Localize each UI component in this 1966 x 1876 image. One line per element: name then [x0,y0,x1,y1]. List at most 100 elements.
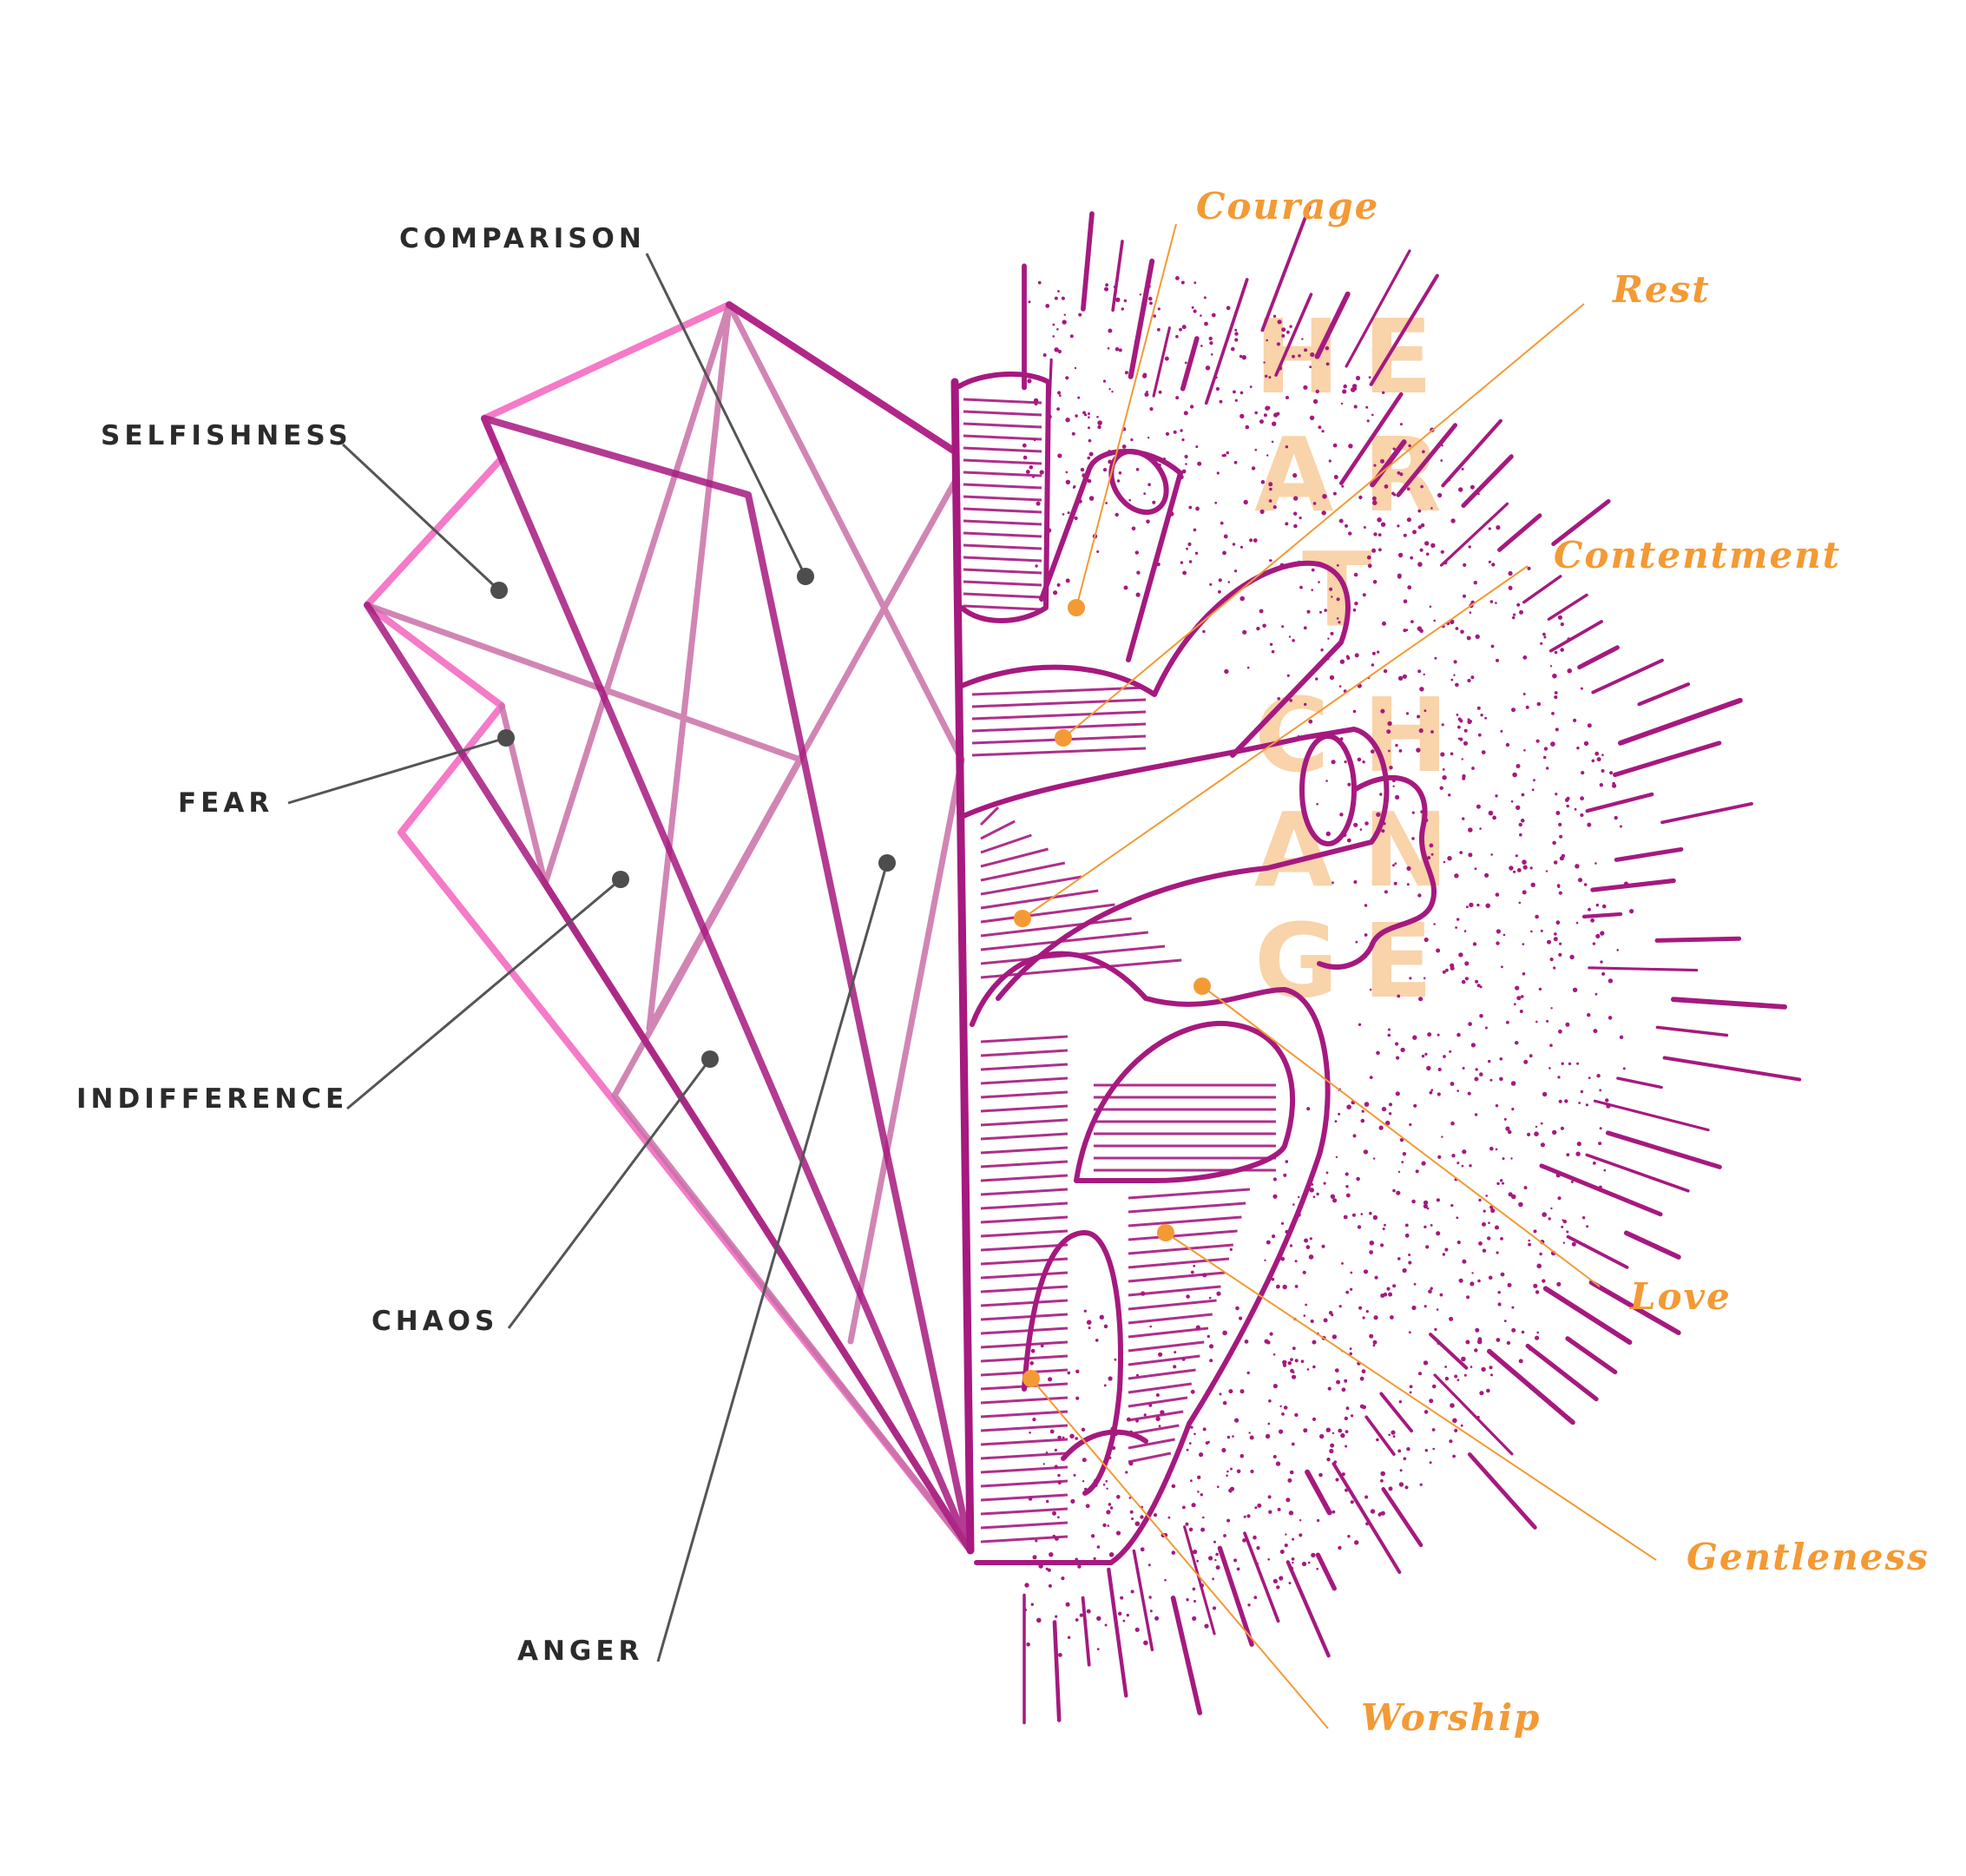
stipple-dot [1550,1007,1553,1010]
stipple-dot [1294,1285,1299,1288]
stipple-dot [1518,1359,1523,1364]
hatch-line [980,1257,1068,1266]
stipple-dot [1190,1389,1195,1394]
stipple-dot [1036,501,1041,506]
stipple-dot [1558,822,1562,827]
stipple-dot [1566,1153,1570,1157]
stipple-dot [1343,384,1347,389]
stipple-dot [1535,1335,1540,1340]
stipple-dot [1331,1510,1336,1514]
stipple-dot [1343,1214,1348,1220]
stipple-dot [1312,1417,1317,1421]
stipple-dot [1366,419,1370,423]
hatch-line [1128,1271,1226,1283]
stipple-dot [1447,477,1451,482]
stipple-dot [1285,522,1289,526]
stipple-dot [1289,699,1292,702]
geometric-facets [364,301,975,1555]
stipple-dot [1291,1557,1295,1561]
stipple-dot [1330,631,1334,635]
stipple-dot [1352,608,1357,612]
stipple-dot [1470,1366,1473,1368]
stipple-dot [1462,776,1466,780]
stipple-dot [1073,1473,1076,1477]
stipple-dot [1571,1241,1576,1247]
ray-line [1441,418,1502,488]
stipple-dot [1536,1331,1539,1334]
stipple-dot [1226,1470,1229,1473]
stipple-dot [1359,828,1363,831]
stipple-dot [1088,451,1094,457]
heart-lower-vessel [1022,1230,1123,1496]
hatch-line [963,531,1042,538]
stipple-dot [1331,881,1334,885]
stipple-dot [1065,1602,1070,1607]
stipple-dot [1450,965,1455,971]
stipple-dot [1281,327,1286,332]
stipple-dot [1419,629,1424,634]
stipple-dot [1530,930,1533,933]
ray-line [1052,1620,1062,1722]
stipple-dot [1568,1062,1572,1066]
stipple-dot [1513,613,1516,616]
stipple-dot [1193,281,1197,285]
stipple-dot [1389,766,1393,770]
stipple-dot [1462,1067,1465,1070]
stipple-dot [1531,788,1535,792]
label-indifference: INDIFFERENCE [76,1083,348,1115]
stipple-dot [1561,1225,1564,1228]
stipple-dot [1282,1363,1287,1367]
stipple-dot [1411,1305,1417,1311]
stipple-dot [1355,940,1358,944]
hatch-line [980,833,1032,854]
stipple-dot [1475,634,1480,640]
stipple-dot [1292,1374,1297,1379]
stipple-dot [1319,1433,1325,1439]
stipple-dot [1129,1510,1134,1514]
stipple-dot [1364,821,1369,826]
stipple-dot [1239,596,1245,602]
stipple-dot [1538,987,1542,991]
hatch-line [963,483,1042,490]
stipple-dot [1341,1387,1346,1392]
stipple-dot [1488,810,1494,816]
stipple-dot [1468,545,1471,549]
ray-line [1637,682,1691,707]
stipple-dot [1321,430,1325,433]
stipple-dot [1107,347,1110,350]
stipple-dot [1354,1540,1359,1545]
stipple-dot [1277,319,1282,325]
stipple-dot [1490,853,1493,856]
stipple-dot [1476,903,1480,907]
stipple-dot [1525,705,1529,709]
ray-line [1315,1552,1337,1591]
stipple-dot [1345,1290,1350,1294]
stipple-dot [1075,1396,1080,1400]
stipple-dot [1552,673,1557,679]
stipple-dot [1335,1155,1338,1159]
stipple-dot [1396,1190,1401,1195]
stipple-dot [1397,675,1404,681]
stipple-dot [1248,1432,1251,1434]
stipple-dot [1350,1500,1354,1504]
stipple-dot [1417,750,1420,753]
stipple-dot [1500,729,1503,733]
hatch-line [979,806,1000,826]
stipple-dot [1573,718,1577,723]
stipple-dot [1452,1418,1457,1424]
stipple-dot [1115,1530,1121,1536]
stipple-dot [1226,1435,1231,1439]
stipple-dot [1570,1181,1574,1183]
stipple-dot [1293,523,1298,529]
stipple-dot [1440,752,1445,757]
stipple-dot [1361,1109,1364,1113]
stipple-dot [1024,1583,1029,1588]
stipple-dot [1355,375,1361,381]
hatch-line [980,1396,1068,1405]
stipple-dot [1309,415,1315,420]
stipple-dot [1316,1568,1318,1570]
stipple-dot [1131,1517,1134,1520]
stipple-dot [1608,1016,1613,1020]
stipple-dot [1458,487,1463,492]
stipple-dot [1475,979,1479,984]
